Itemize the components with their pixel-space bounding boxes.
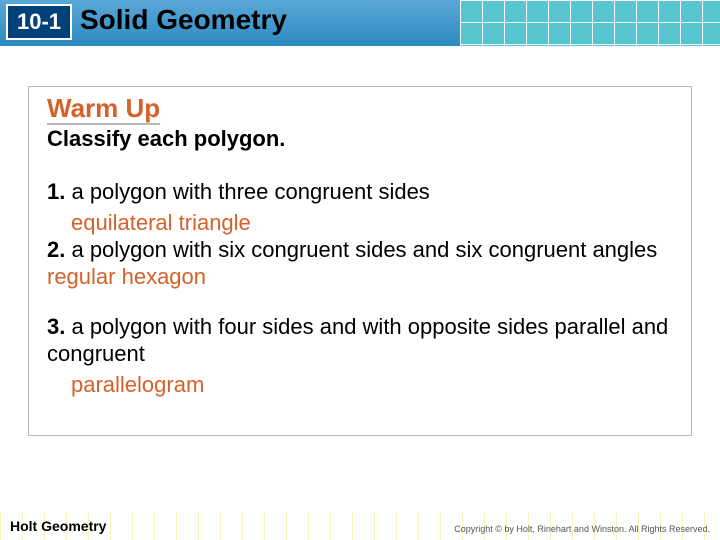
item-prompt: a polygon with three congruent sides (65, 179, 429, 204)
item-prompt: a polygon with four sides and with oppos… (47, 314, 668, 367)
item-prompt: a polygon with six congruent sides and s… (65, 237, 657, 262)
lesson-number: 10-1 (17, 9, 61, 35)
copyright-text: Copyright © by Holt, Rinehart and Winsto… (454, 524, 710, 534)
header-bar: 10-1 Solid Geometry (0, 0, 720, 46)
page-title: Solid Geometry (80, 4, 287, 36)
item-answer: parallelogram (71, 372, 673, 398)
item-number: 1. (47, 179, 65, 204)
header-grid-decor (460, 0, 720, 46)
item-answer: equilateral triangle (71, 210, 673, 236)
item-answer: regular hexagon (47, 264, 206, 289)
item-number: 3. (47, 314, 65, 339)
list-item: 1. a polygon with three congruent sides (47, 178, 673, 206)
list-item: 3. a polygon with four sides and with op… (47, 313, 673, 368)
warmup-heading: Warm Up (47, 93, 673, 124)
instruction-text: Classify each polygon. (47, 126, 673, 152)
footer-brand: Holt Geometry (10, 518, 106, 534)
spacer (47, 295, 673, 313)
content-box: Warm Up Classify each polygon. 1. a poly… (28, 86, 692, 436)
item-number: 2. (47, 237, 65, 262)
lesson-badge: 10-1 (6, 4, 72, 40)
list-item: 2. a polygon with six congruent sides an… (47, 236, 673, 291)
